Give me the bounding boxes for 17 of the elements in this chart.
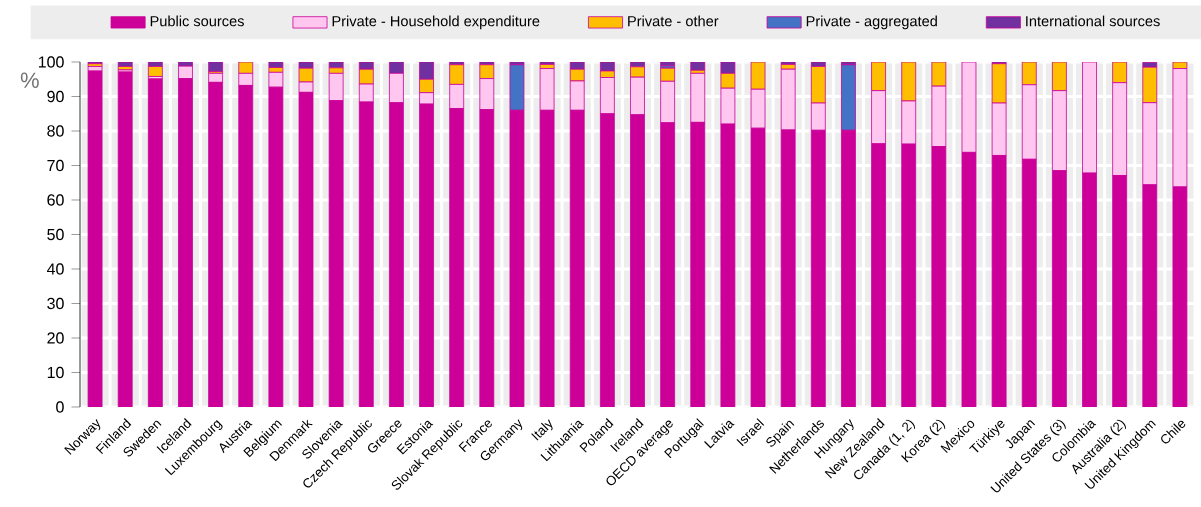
legend-label: International sources (1026, 15, 1160, 27)
y-tick-label: 0 (56, 401, 64, 413)
legend-label: Public sources (150, 15, 244, 27)
y-axis-title: % (20, 72, 39, 88)
y-tick-label: 40 (46, 263, 64, 275)
legend-label: Private - Household expenditure (332, 15, 540, 30)
y-tick-label: 70 (47, 159, 64, 172)
legend-label: Private - aggregated (806, 15, 937, 30)
y-tick-label: 10 (47, 366, 64, 379)
y-tick-label: 80 (47, 125, 64, 137)
y-tick-label: 20 (47, 332, 64, 344)
legend-label: Private - other (628, 15, 719, 27)
y-tick-label: 30 (47, 297, 64, 310)
y-tick-label: 100 (38, 56, 64, 68)
y-tick-label: 50 (47, 228, 64, 241)
y-tick-label: 60 (47, 194, 64, 206)
y-tick-label: 90 (47, 90, 64, 103)
